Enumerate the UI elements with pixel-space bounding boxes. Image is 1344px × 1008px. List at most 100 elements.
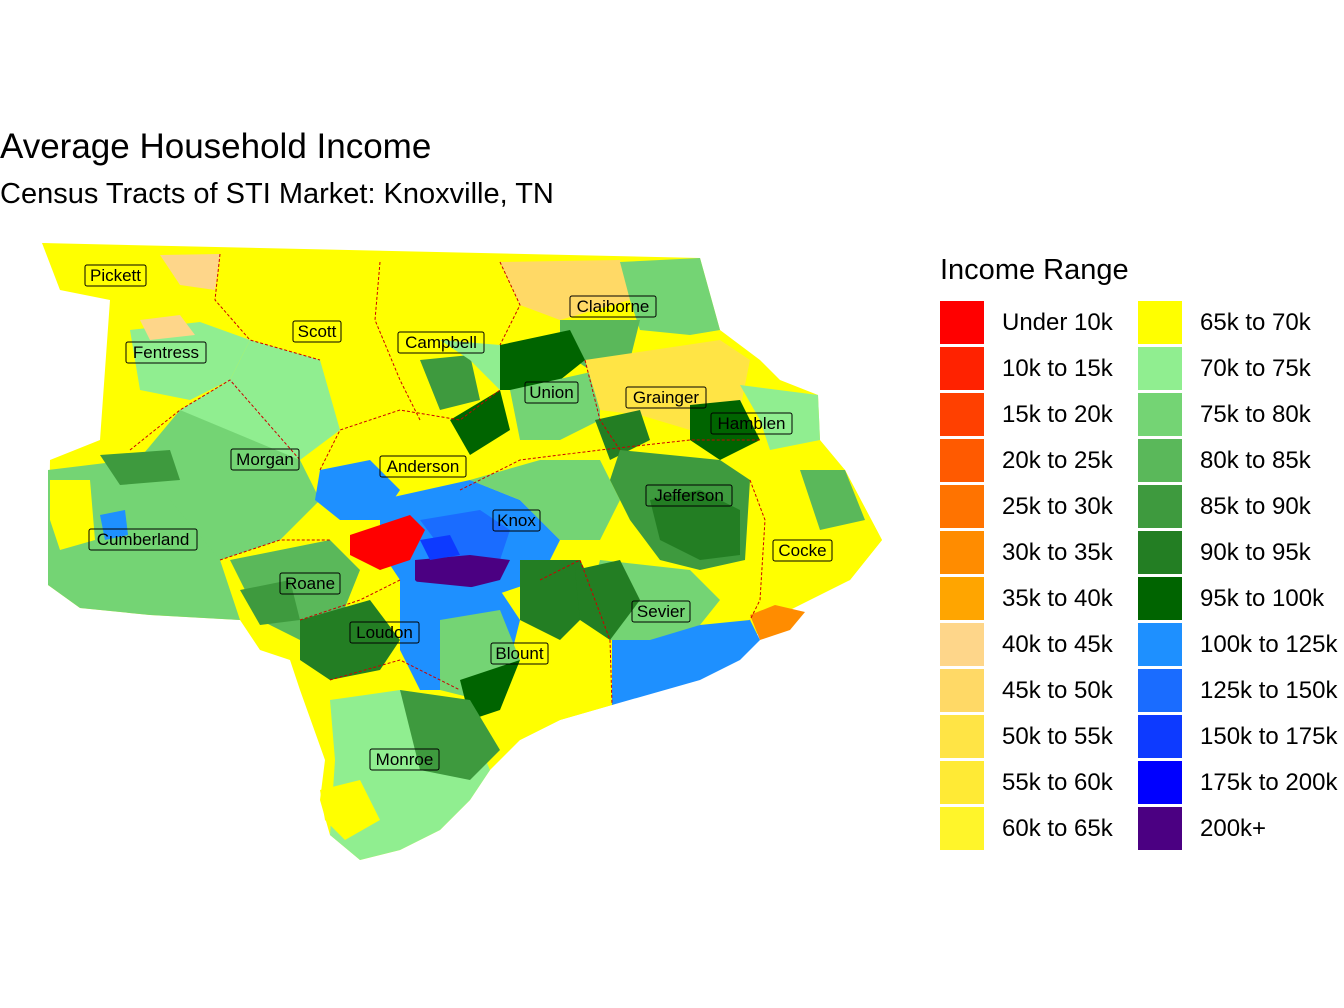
tract-fentress-tan: [140, 315, 195, 340]
tract-cumberland-dark: [100, 450, 180, 485]
legend-swatch: [940, 623, 984, 666]
county-border-line: [329, 659, 461, 691]
legend-label: 95k to 100k: [1200, 585, 1325, 612]
legend-item: 100k to 125k: [1138, 623, 1344, 669]
tract-knox-green: [470, 460, 620, 540]
map-title: Average Household Income: [0, 127, 432, 166]
legend-label: 40k to 45k: [1002, 631, 1113, 658]
legend-item: 55k to 60k: [940, 761, 1150, 807]
legend-label: 70k to 75k: [1200, 355, 1311, 382]
tract-cumberland: [48, 460, 240, 620]
county-border-line: [219, 539, 330, 561]
map-subtitle: Census Tracts of STI Market: Knoxville, …: [0, 178, 554, 210]
tract-union-south: [450, 390, 510, 455]
legend-label: 50k to 55k: [1002, 723, 1113, 750]
legend-swatch: [940, 531, 984, 574]
county-label-grainger: Grainger: [625, 386, 707, 409]
tract-cocke-orange: [750, 605, 805, 640]
svg-text:Pickett: Pickett: [90, 266, 141, 285]
county-border-line: [299, 579, 401, 621]
county-label-fentress: Fentress: [125, 341, 207, 364]
legend-label: 15k to 20k: [1002, 401, 1113, 428]
svg-text:Loudon: Loudon: [356, 623, 413, 642]
legend-swatch: [1138, 485, 1182, 528]
svg-text:Grainger: Grainger: [633, 388, 699, 407]
legend-swatch: [940, 807, 984, 850]
tract-campbell-green: [420, 355, 480, 410]
legend-swatch: [1138, 669, 1182, 712]
legend-item: 60k to 65k: [940, 807, 1150, 853]
county-label-pickett: Pickett: [84, 264, 147, 287]
county-border-line: [319, 389, 501, 471]
county-label-claiborne: Claiborne: [569, 295, 657, 318]
county-label-cocke: Cocke: [772, 539, 833, 562]
county-border-line: [459, 439, 760, 491]
county-border-line: [539, 559, 613, 706]
svg-text:Sevier: Sevier: [637, 602, 686, 621]
tract-cumberland-yellow: [50, 480, 95, 550]
legend-item: 15k to 20k: [940, 393, 1150, 439]
legend-label: 20k to 25k: [1002, 447, 1113, 474]
county-border-line: [749, 479, 766, 621]
tract-cumberland-blue: [100, 510, 128, 540]
legend-label: 175k to 200k: [1200, 769, 1338, 796]
tract-knox-deepblue: [420, 535, 460, 560]
county-label-blount: Blount: [490, 642, 549, 665]
county-label-scott: Scott: [292, 320, 342, 343]
legend-item: 50k to 55k: [940, 715, 1150, 761]
county-label-anderson: Anderson: [379, 455, 467, 478]
tract-pickett-tan: [160, 254, 220, 290]
legend-item: 70k to 75k: [1138, 347, 1344, 393]
legend-item: 75k to 80k: [1138, 393, 1344, 439]
svg-text:Scott: Scott: [298, 322, 337, 341]
legend-label: 80k to 85k: [1200, 447, 1311, 474]
legend-swatch: [1138, 807, 1182, 850]
svg-text:Hamblen: Hamblen: [717, 414, 785, 433]
tract-hamblen-east: [740, 385, 820, 450]
legend-swatch: [1138, 531, 1182, 574]
legend-item: 10k to 15k: [940, 347, 1150, 393]
county-label-monroe: Monroe: [369, 748, 440, 771]
tract-jefferson-dark: [650, 490, 740, 560]
tract-regions: [42, 243, 882, 860]
tract-claiborne-tan: [500, 260, 630, 320]
legend-swatch: [940, 577, 984, 620]
tract-claiborne-green: [620, 258, 720, 335]
legend-swatch: [940, 439, 984, 482]
tract-knox-red: [350, 515, 425, 570]
tract-campbell-lightgreen: [440, 340, 500, 390]
tract-monroe-yellow: [320, 780, 380, 840]
legend-label: 30k to 35k: [1002, 539, 1113, 566]
svg-text:Claiborne: Claiborne: [577, 297, 650, 316]
legend-label: 60k to 65k: [1002, 815, 1113, 842]
legend-swatch: [940, 669, 984, 712]
legend-label: 35k to 40k: [1002, 585, 1113, 612]
svg-text:Fentress: Fentress: [133, 343, 199, 362]
county-border-line: [374, 261, 421, 421]
legend-item: 25k to 30k: [940, 485, 1150, 531]
legend-swatch: [1138, 439, 1182, 482]
legend-item: 200k+: [1138, 807, 1344, 853]
tract-blount-yellow: [500, 650, 612, 740]
county-label-jefferson: Jefferson: [645, 484, 733, 507]
tract-union: [500, 330, 585, 390]
legend-item: 95k to 100k: [1138, 577, 1344, 623]
legend-label: 45k to 50k: [1002, 677, 1113, 704]
county-labels: Pickett Scott Claiborne Fentress Campbel…: [84, 264, 833, 771]
legend-title: Income Range: [940, 254, 1129, 286]
legend-item: 85k to 90k: [1138, 485, 1344, 531]
svg-text:Anderson: Anderson: [387, 457, 460, 476]
legend-item: 175k to 200k: [1138, 761, 1344, 807]
legend-label: 75k to 80k: [1200, 401, 1311, 428]
legend-label: 100k to 125k: [1200, 631, 1338, 658]
legend-label: 200k+: [1200, 815, 1267, 842]
county-label-campbell: Campbell: [397, 331, 485, 354]
county-border-line: [129, 379, 301, 461]
county-label-morgan: Morgan: [230, 448, 300, 471]
legend-swatch: [940, 301, 984, 344]
svg-text:Knox: Knox: [497, 511, 536, 530]
tract-hamblen: [690, 400, 760, 460]
svg-text:Morgan: Morgan: [236, 450, 294, 469]
legend-swatch: [1138, 761, 1182, 804]
county-label-roane: Roane: [279, 572, 341, 595]
